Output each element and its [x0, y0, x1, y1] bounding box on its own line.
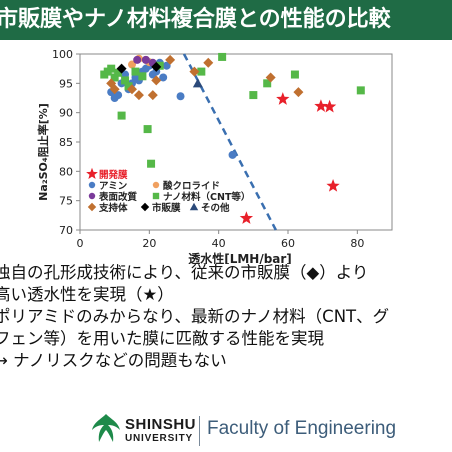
legend-marker: [152, 192, 160, 200]
bullet-line-3: ポリアミドのみからなり、最新のナノ材料（CNT、グ: [0, 307, 390, 326]
x-tick-label: 20: [142, 237, 156, 250]
x-tick-label: 0: [77, 237, 84, 250]
point-diamond: [133, 90, 144, 101]
legend-marker: [152, 181, 160, 189]
point-square: [117, 111, 126, 120]
footer: SHINSHU UNIVERSITY Faculty of Engineerin…: [0, 408, 452, 452]
point-square: [131, 67, 140, 76]
point-diamond: [147, 90, 158, 101]
point-diamond: [151, 75, 162, 86]
legend-label: 開発膜: [99, 169, 128, 181]
point-triangle: [192, 78, 203, 88]
legend-label: 支持体: [98, 202, 128, 214]
x-tick-label: 80: [350, 237, 364, 250]
point-star: [239, 211, 254, 224]
scatter-chart: 70 75 80 85 90 95 100 0 20 40 60 80 透水性[LMH/bar] N…: [36, 48, 393, 264]
trend-dashed-line: [182, 53, 277, 231]
point-star: [326, 179, 340, 192]
point-circle: [128, 60, 136, 69]
y-tick-label: 90: [59, 107, 73, 120]
bullet-line-5: → ナノリスクなどの問題もない: [0, 351, 227, 370]
point-square: [218, 52, 227, 61]
legend-label: アミン: [99, 181, 127, 192]
x-axis: 0 20 40 60 80: [77, 230, 364, 250]
point-square: [114, 68, 123, 77]
point-diamond: [109, 84, 120, 95]
point-square: [143, 125, 152, 134]
faculty-name: Faculty of Engineering: [207, 418, 397, 439]
footer-divider: [199, 416, 200, 446]
point-square: [147, 159, 156, 168]
y-axis-label: Na₂SO₄阻止率[%]: [36, 103, 50, 201]
y-tick-label: 70: [59, 224, 73, 237]
point-square: [121, 76, 130, 85]
legend-label: 市販膜: [152, 202, 181, 214]
bullet-line-2: 高い透水性を実現（★）: [0, 285, 174, 304]
bullet-line-1: 独自の孔形成技術により、従来の市販膜（◆）より: [0, 263, 369, 282]
legend-label: 酸クロライド: [163, 180, 220, 192]
logo-name: SHINSHU: [125, 416, 197, 433]
series-1: [239, 92, 340, 224]
point-diamond: [116, 63, 127, 74]
point-diamond: [293, 87, 304, 98]
point-diamond: [189, 66, 200, 77]
point-square: [356, 86, 365, 95]
point-square: [249, 91, 258, 100]
series-4: [133, 55, 157, 67]
point-circle: [162, 61, 171, 70]
y-tick-label: 100: [52, 48, 73, 61]
y-axis: 70 75 80 85 90 95 100: [52, 48, 80, 237]
point-diamond: [127, 84, 137, 95]
point-diamond: [203, 57, 214, 68]
point-circle: [228, 150, 237, 159]
point-circle: [159, 73, 168, 82]
series-6: [106, 54, 304, 101]
point-star: [276, 92, 290, 105]
x-axis-label: 透水性[LMH/bar]: [188, 251, 292, 264]
y-tick-label: 80: [59, 165, 73, 178]
point-square: [110, 73, 119, 82]
university-logo-icon: [92, 414, 120, 442]
series-2: [107, 58, 237, 159]
legend-marker: [87, 202, 97, 212]
legend-label: ナノ材料（CNT等）: [163, 191, 250, 203]
legend-marker: [86, 167, 98, 180]
legend-marker: [88, 181, 96, 189]
y-tick-label: 85: [59, 136, 73, 149]
data-marks: [100, 52, 365, 224]
legend-marker: [88, 192, 96, 200]
point-square: [263, 79, 272, 88]
point-star: [314, 99, 328, 112]
point-square: [107, 64, 116, 73]
x-tick-label: 40: [212, 237, 226, 250]
point-square: [290, 70, 299, 79]
point-diamond: [265, 72, 276, 83]
legend-marker: [189, 202, 199, 211]
point-square: [138, 72, 147, 81]
y-tick-label: 75: [59, 195, 73, 208]
y-tick-label: 95: [59, 77, 73, 90]
trend-line: [182, 53, 277, 231]
point-square: [124, 82, 133, 91]
series-8: [192, 78, 203, 88]
point-circle: [176, 92, 185, 101]
legend-label: その他: [201, 202, 230, 214]
series-5: [100, 52, 365, 168]
point-circle: [141, 55, 150, 64]
logo-subtitle: UNIVERSITY: [125, 433, 194, 444]
x-tick-label: 60: [281, 237, 295, 250]
point-circle: [133, 55, 142, 64]
legend-marker: [140, 202, 150, 212]
slide-title: 市販膜やナノ材料複合膜との性能の比較: [0, 0, 452, 40]
point-square: [197, 67, 206, 76]
point-star: [322, 99, 337, 113]
point-circle: [114, 91, 123, 100]
bullet-line-4: フェン等）を用いた膜に匹敵する性能を実現: [0, 329, 324, 348]
bullet-list: 独自の孔形成技術により、従来の市販膜（◆）より 高い透水性を実現（★） ポリアミ…: [0, 262, 452, 372]
legend-label: 表面改質: [98, 191, 138, 203]
point-diamond: [165, 54, 176, 65]
